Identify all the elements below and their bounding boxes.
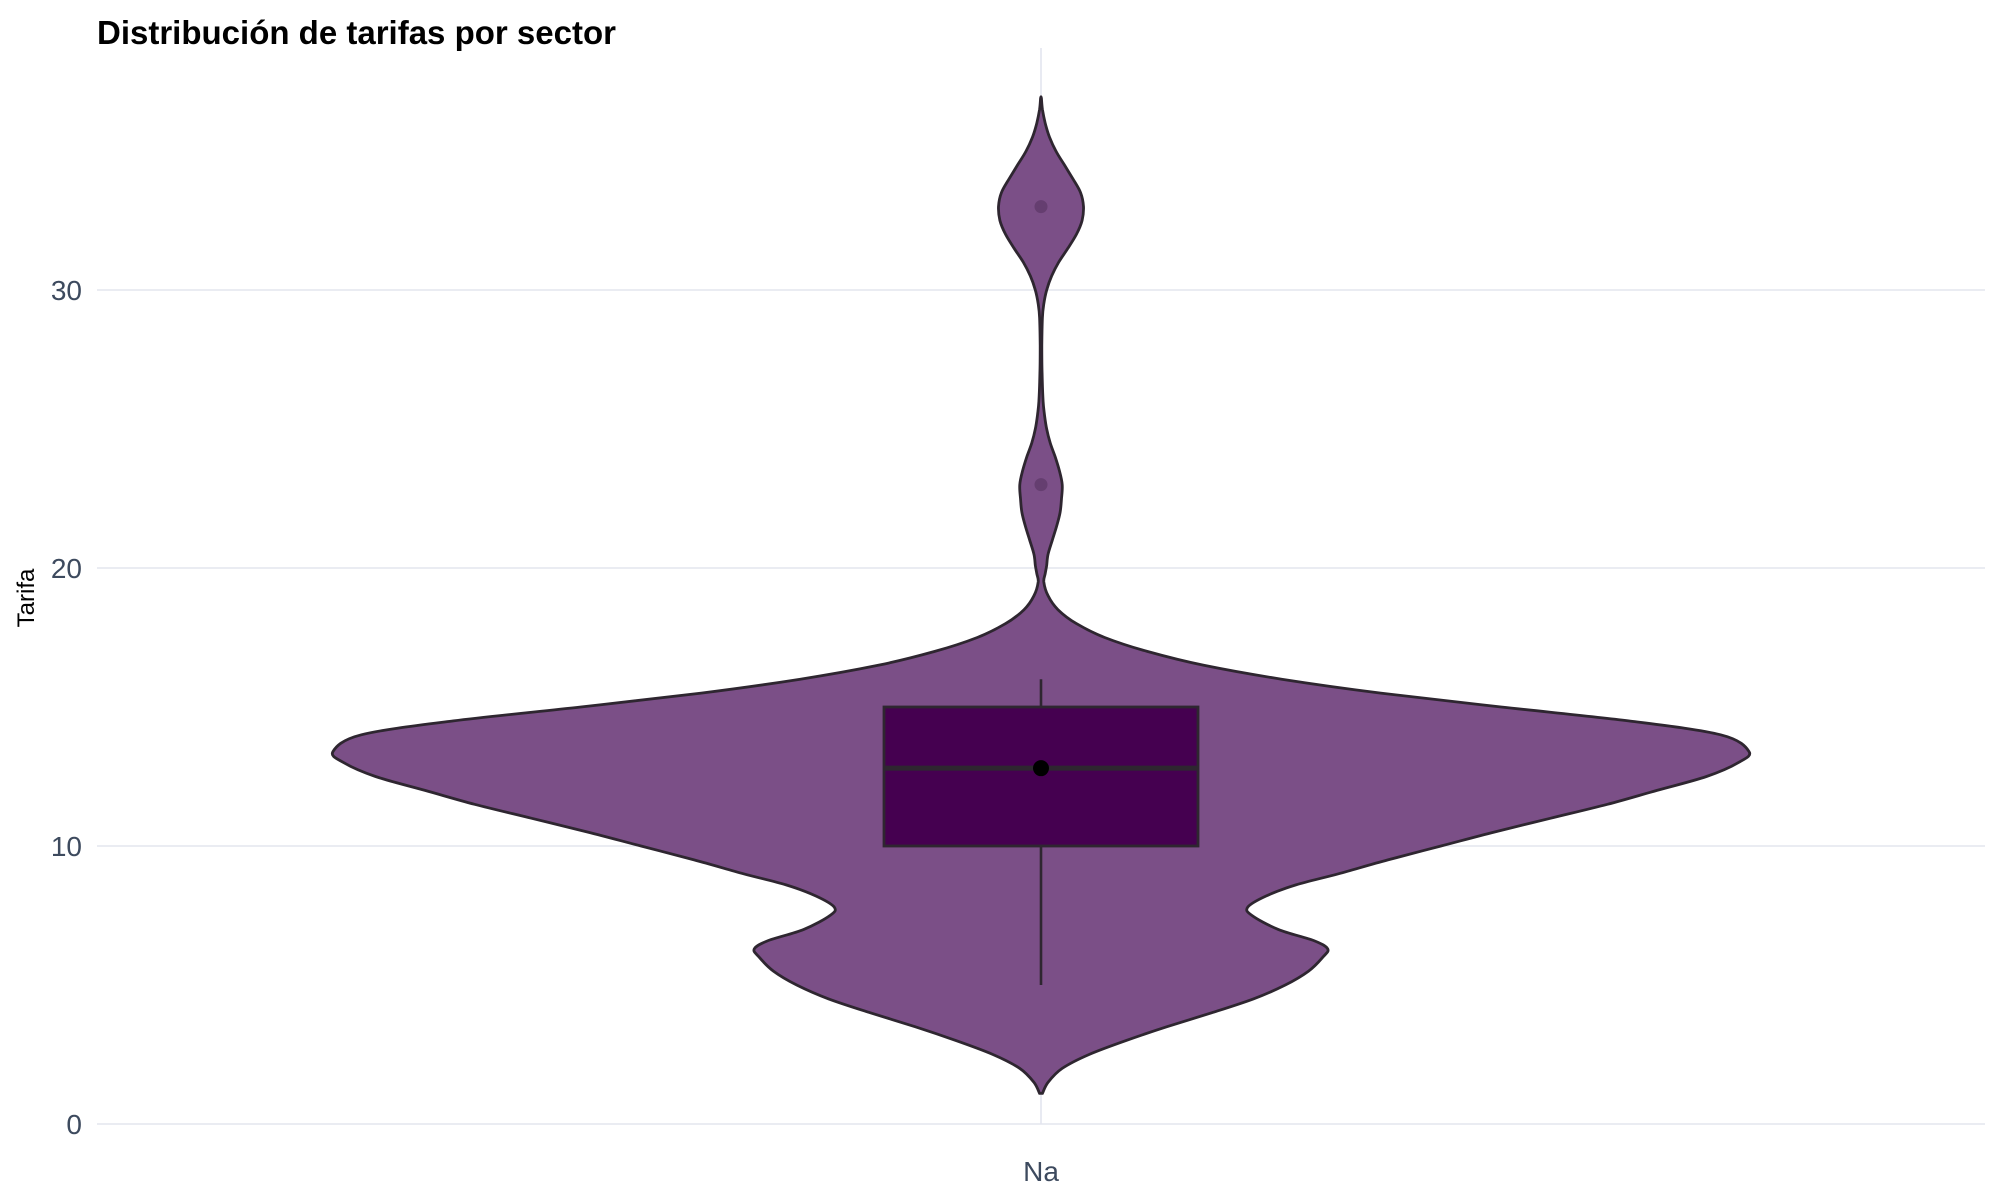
- outlier-point-0: [1034, 478, 1048, 492]
- y-tick-label-1: 10: [51, 831, 82, 862]
- y-tick-label-0: 0: [66, 1109, 82, 1140]
- violin-Na: [330, 95, 1752, 1095]
- y-tick-label-3: 30: [51, 275, 82, 306]
- x-tick-label-0: Na: [1023, 1156, 1059, 1187]
- outlier-point-1: [1034, 200, 1048, 214]
- x-axis-ticks: Na: [1023, 1156, 1059, 1187]
- plot-marks: [330, 95, 1752, 1095]
- y-axis-ticks: 0 10 20 30: [51, 275, 82, 1140]
- mean-point-Na: [1033, 760, 1049, 777]
- y-tick-label-2: 20: [51, 553, 82, 584]
- chart-title: Distribución de tarifas por sector: [97, 14, 616, 51]
- y-axis-label: Tarifa: [13, 568, 40, 627]
- box-Na: [882, 705, 1200, 848]
